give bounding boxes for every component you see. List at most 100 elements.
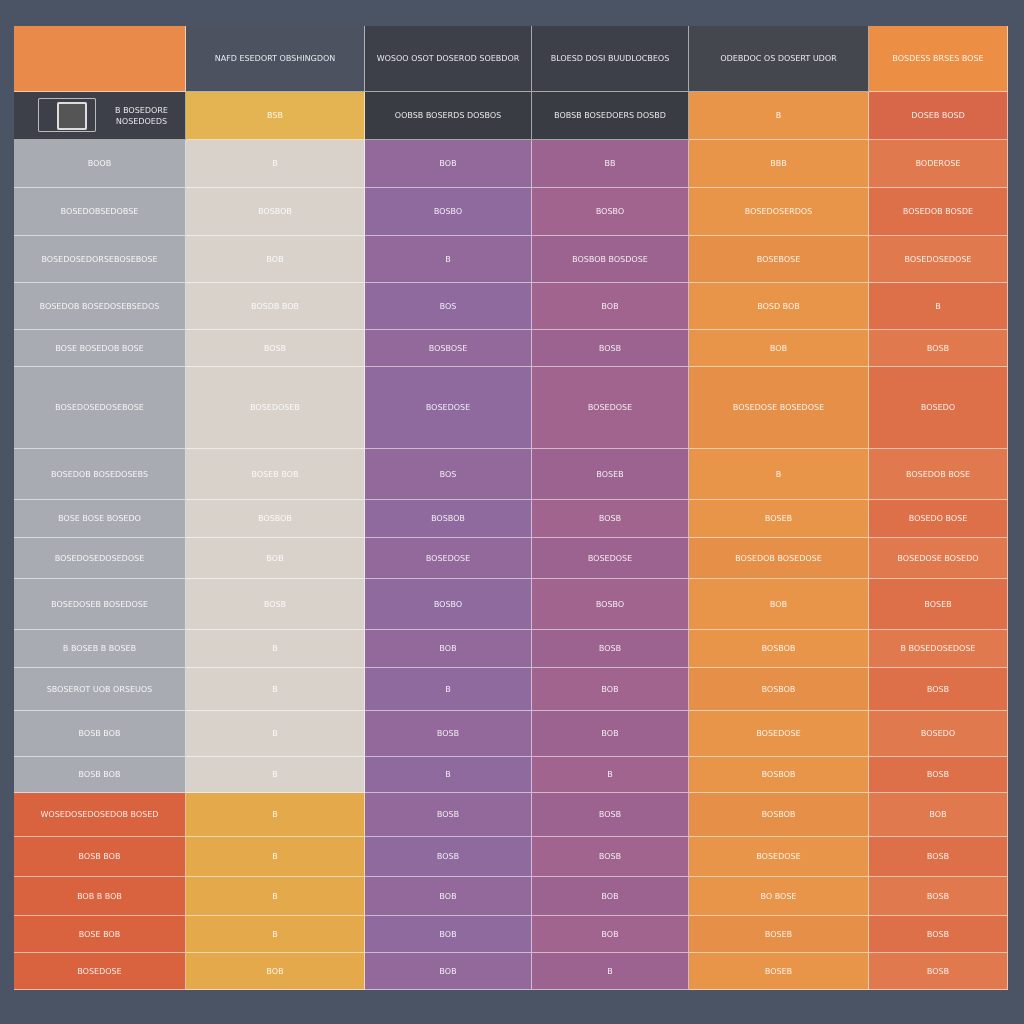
table-cell: B <box>869 283 1008 330</box>
table-cell: BOB <box>869 793 1008 837</box>
table-cell: BOSBOB <box>186 500 365 538</box>
table-cell: BOSEDOSE <box>365 538 532 579</box>
table-cell: BOSB <box>532 630 689 668</box>
table-cell: BOSEDO <box>869 711 1008 757</box>
table-cell: B <box>186 837 365 877</box>
table-cell: BOSEDOSE <box>365 367 532 449</box>
table-cell: BOB <box>365 953 532 990</box>
table-cell: BOB <box>689 330 869 367</box>
table-cell: BOSBOSE <box>365 330 532 367</box>
table-cell: BOSEDOSEDORSEBOSEBOSE <box>14 236 186 283</box>
table-cell: BOSB <box>365 837 532 877</box>
header-cell: BOSDESS BRSES BOSE <box>869 26 1008 92</box>
table-cell: BOSEB BOB <box>186 449 365 500</box>
table-cell: BOSBOB BOSDOSE <box>532 236 689 283</box>
table-cell: WOSEDOSEDOSEDOB BOSED <box>14 793 186 837</box>
table-cell: BOSEDO <box>869 367 1008 449</box>
table-cell: B <box>365 236 532 283</box>
table-cell: BOB <box>532 711 689 757</box>
table-cell: BOSE BOSE BOSEDO <box>14 500 186 538</box>
table-cell: SBOSEROT UOB ORSEUOS <box>14 668 186 711</box>
device-icon <box>38 98 96 132</box>
table-cell: B <box>186 793 365 837</box>
table-cell: B <box>186 668 365 711</box>
table-cell: B <box>532 757 689 793</box>
table-cell: B BOSEDOSEDOSE <box>869 630 1008 668</box>
table-cell: B <box>186 757 365 793</box>
table-cell: BOSB <box>186 330 365 367</box>
table-cell: BOSB <box>869 757 1008 793</box>
table-cell: BOSD BOB <box>689 283 869 330</box>
table-cell: BOB <box>532 283 689 330</box>
table-cell: BOSB <box>869 837 1008 877</box>
table-cell: BOSDB BOB <box>186 283 365 330</box>
table-cell: BOSEDOB BOSEDOSEBSEDOS <box>14 283 186 330</box>
table-cell: BOSEB <box>689 916 869 953</box>
table-cell: B <box>689 92 869 140</box>
table-cell: BOSEDOSE <box>532 538 689 579</box>
table-cell: BOSEDOSERDOS <box>689 188 869 236</box>
table-cell: BOB <box>186 953 365 990</box>
table-cell: B BOSEDORE NOSEDOEDS <box>14 92 186 140</box>
table-cell: BOSEDOSE BOSEDO <box>869 538 1008 579</box>
table-cell: BOSEDOSEDOSEDOSE <box>14 538 186 579</box>
table-cell: OOBSB BOSERDS DOSBOS <box>365 92 532 140</box>
table-cell: BOSEDOB BOSDE <box>869 188 1008 236</box>
table-cell: BOB <box>532 668 689 711</box>
table-cell: BOSB <box>532 837 689 877</box>
table-cell: BOSEDOSEB BOSEDOSE <box>14 579 186 630</box>
table-cell: BOSEDOSEB <box>186 367 365 449</box>
table-cell: BOSBOB <box>186 188 365 236</box>
table-cell: BOSB <box>532 330 689 367</box>
table-cell: BOSB <box>869 916 1008 953</box>
table-cell: BOSBOB <box>689 630 869 668</box>
table-cell: BOB <box>365 630 532 668</box>
table-cell: BOS <box>365 283 532 330</box>
table-cell: BOSEB <box>689 500 869 538</box>
table-cell: BOS <box>365 449 532 500</box>
table-cell: BOSEDOSE BOSEDOSE <box>689 367 869 449</box>
table-cell: BOSEDOBSEDOBSE <box>14 188 186 236</box>
table-cell: BOB <box>532 877 689 916</box>
table-cell: BOSBOB <box>689 793 869 837</box>
table-cell: BOSEB <box>689 953 869 990</box>
table-cell: BOSB BOB <box>14 757 186 793</box>
table-cell: B <box>186 140 365 188</box>
table-cell: BOSB <box>869 953 1008 990</box>
header-cell: BLOESD DOSI BUUDLOCBEOS <box>532 26 689 92</box>
table-cell: BOSEDOB BOSEDOSE <box>689 538 869 579</box>
header-cell: NAFD ESEDORT OBSHINGDON <box>186 26 365 92</box>
header-cell: WOSOO OSOT DOSEROD SOEBDOR <box>365 26 532 92</box>
table-cell: BOSBOB <box>365 500 532 538</box>
table-cell: BOSEDOSE <box>532 367 689 449</box>
table-cell: B <box>365 757 532 793</box>
table-cell: BOSEDOB BOSE <box>869 449 1008 500</box>
table-cell: BOSBOB <box>689 757 869 793</box>
table-cell: B <box>532 953 689 990</box>
table-cell: B <box>365 668 532 711</box>
table-cell: BOSEDO BOSE <box>869 500 1008 538</box>
table-cell: BOOB <box>14 140 186 188</box>
table-cell: BOSE BOSEDOB BOSE <box>14 330 186 367</box>
table-cell: BOB <box>365 916 532 953</box>
table-cell: B <box>689 449 869 500</box>
table-cell: BOSEDOSEDOSE <box>869 236 1008 283</box>
table-cell: BSB <box>186 92 365 140</box>
table-cell: BOSB <box>869 330 1008 367</box>
table-cell: BOSBO <box>365 188 532 236</box>
table-cell: BOSEB <box>869 579 1008 630</box>
table-cell: BOSB BOB <box>14 837 186 877</box>
table-cell: B <box>186 711 365 757</box>
table-cell: BOSEDOB BOSEDOSEBS <box>14 449 186 500</box>
table-cell: BOB <box>186 236 365 283</box>
table-cell: BOSB BOB <box>14 711 186 757</box>
table-cell: B <box>186 916 365 953</box>
table-cell: BOSB <box>365 711 532 757</box>
table-cell: BOSEB <box>532 449 689 500</box>
header-cell: ODEBDOC OS DOSERT UDOR <box>689 26 869 92</box>
table-cell: BODEROSE <box>869 140 1008 188</box>
table-cell: BOSBO <box>365 579 532 630</box>
table-cell: B <box>186 877 365 916</box>
